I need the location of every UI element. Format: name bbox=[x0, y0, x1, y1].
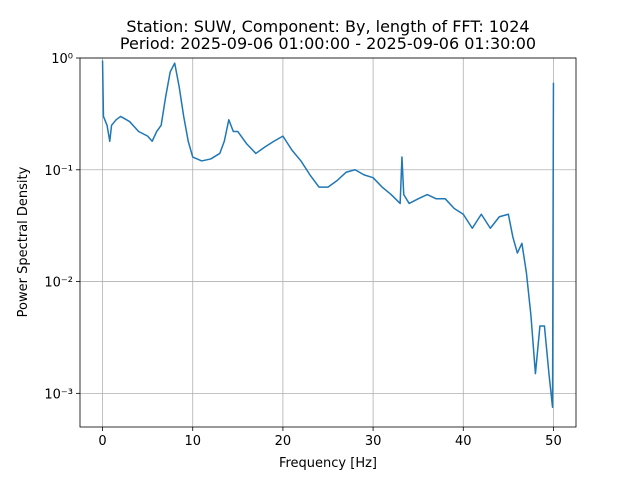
x-tick-label: 50 bbox=[545, 434, 562, 449]
x-tick-label: 40 bbox=[455, 434, 472, 449]
psd-line bbox=[101, 60, 555, 409]
axes-frame bbox=[79, 57, 577, 428]
x-tick-label: 0 bbox=[98, 434, 106, 449]
x-tick-label: 10 bbox=[184, 434, 201, 449]
y-tick-label: 10⁻³ bbox=[44, 387, 73, 402]
x-axis-label: Frequency [Hz] bbox=[279, 456, 377, 471]
y-tick-label: 10⁻² bbox=[44, 276, 73, 291]
plot-area bbox=[101, 60, 555, 409]
chart-title: Station: SUW, Component: By, length of F… bbox=[126, 17, 529, 36]
y-tick-label: 10⁰ bbox=[51, 52, 73, 67]
x-tick-label: 30 bbox=[365, 434, 382, 449]
chart-subtitle: Period: 2025-09-06 01:00:00 - 2025-09-06… bbox=[120, 34, 536, 53]
x-tick-label: 20 bbox=[275, 434, 292, 449]
y-tick-label: 10⁻¹ bbox=[44, 164, 73, 179]
y-axis-label: Power Spectral Density bbox=[16, 166, 31, 317]
